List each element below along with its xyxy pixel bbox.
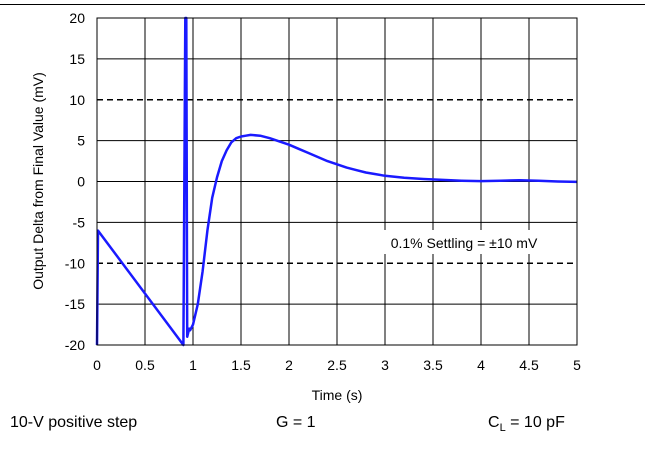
x-tick-label: 3 <box>381 357 389 373</box>
y-tick-label: 15 <box>69 51 85 67</box>
x-tick-label: 0 <box>93 357 101 373</box>
x-axis-label: Time (s) <box>312 387 363 403</box>
y-tick-label: -15 <box>65 296 85 312</box>
load-suffix: = 10 pF <box>505 414 565 431</box>
load-prefix: C <box>488 414 500 431</box>
y-axis-label: Output Delta from Final Value (mV) <box>30 72 46 290</box>
x-tick-label: 1.5 <box>231 357 251 373</box>
x-tick-label: 4 <box>477 357 485 373</box>
y-tick-label: 20 <box>69 10 85 26</box>
settling-limit-lines <box>97 99 577 264</box>
gain-condition: G = 1 <box>276 414 316 431</box>
annotation-background <box>358 230 570 254</box>
y-tick-label: 0 <box>77 174 85 190</box>
x-tick-label: 0.5 <box>135 357 155 373</box>
series-group <box>95 16 578 347</box>
top-rule <box>0 4 645 5</box>
x-tick-labels: 0 0.5 1 1.5 2 2.5 3 3.5 4 4.5 5 <box>93 357 581 373</box>
load-subscript: L <box>499 422 506 435</box>
x-tick-label: 1 <box>189 357 197 373</box>
y-tick-labels: -20 -15 -10 -5 0 5 10 15 20 <box>65 10 85 353</box>
x-tick-label: 2 <box>285 357 293 373</box>
y-tick-label: 10 <box>69 92 85 108</box>
x-tick-label: 5 <box>573 357 581 373</box>
y-tick-label: -10 <box>65 255 85 271</box>
y-tick-label: -5 <box>73 214 86 230</box>
series-line <box>95 16 578 347</box>
load-condition: CL = 10 pF <box>488 414 565 434</box>
y-tick-label: 5 <box>77 133 85 149</box>
x-tick-label: 3.5 <box>423 357 443 373</box>
y-tick-label: -20 <box>65 337 85 353</box>
x-tick-label: 4.5 <box>519 357 539 373</box>
plot-area-border <box>96 17 578 346</box>
x-tick-label: 2.5 <box>327 357 347 373</box>
annotation-label: 0.1% Settling = ±10 mV <box>391 235 538 251</box>
step-condition: 10-V positive step <box>10 414 138 431</box>
